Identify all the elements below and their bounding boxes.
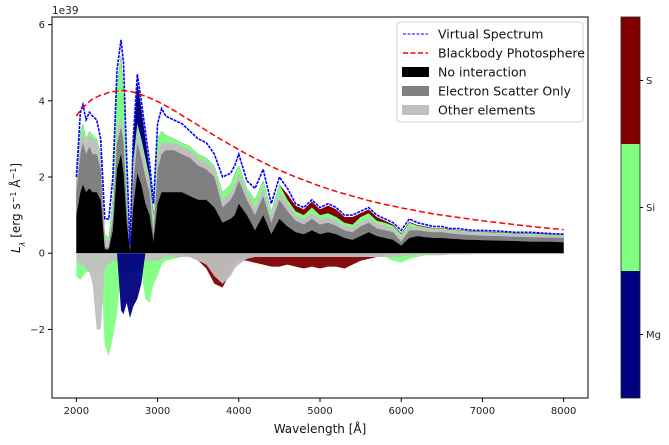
- legend-label: No interaction: [438, 65, 527, 80]
- legend: Virtual Spectrum Blackbody Photosphere No …: [397, 22, 585, 122]
- x-tick-label: 6000: [388, 406, 413, 417]
- x-tick-label: 2000: [64, 406, 89, 417]
- y-tick-label: 6: [39, 20, 45, 31]
- colorbar-label: Mg: [646, 330, 661, 341]
- colorbar-segment-s: [621, 17, 640, 144]
- x-tick-label: 4000: [226, 406, 251, 417]
- y-tick-label: 0: [39, 249, 45, 260]
- y-offset-text: 1e39: [52, 5, 79, 17]
- legend-label: Blackbody Photosphere: [438, 46, 585, 61]
- x-axis-label: Wavelength [Å]: [274, 421, 367, 436]
- colorbar: Mg Si S: [621, 17, 661, 398]
- colorbar-segment-mg: [621, 271, 640, 398]
- y-tick-label: 2: [39, 173, 45, 184]
- x-tick-label: 7000: [470, 406, 495, 417]
- legend-patch-icon: [402, 67, 429, 77]
- spectrum-chart: 2000300040005000600070008000−20246 1e39 …: [0, 0, 669, 445]
- y-tick-label: 4: [39, 96, 45, 107]
- colorbar-label: S: [646, 76, 652, 87]
- x-tick-label: 5000: [307, 406, 332, 417]
- band-si-absorption: [76, 253, 563, 356]
- y-axis-label: Lλ [erg s−1 Å−1]: [8, 163, 27, 253]
- colorbar-segment-si: [621, 144, 640, 271]
- legend-label: Other elements: [438, 103, 536, 118]
- legend-patch-icon: [402, 86, 429, 96]
- legend-label: Electron Scatter Only: [438, 84, 572, 99]
- colorbar-label: Si: [646, 203, 655, 214]
- svg-text:Lλ [erg s−1 Å−1]: Lλ [erg s−1 Å−1]: [8, 163, 27, 253]
- x-tick-label: 8000: [551, 406, 576, 417]
- x-tick-label: 3000: [145, 406, 170, 417]
- legend-label: Virtual Spectrum: [438, 27, 543, 42]
- y-tick-label: −2: [30, 325, 45, 336]
- legend-patch-icon: [402, 105, 429, 115]
